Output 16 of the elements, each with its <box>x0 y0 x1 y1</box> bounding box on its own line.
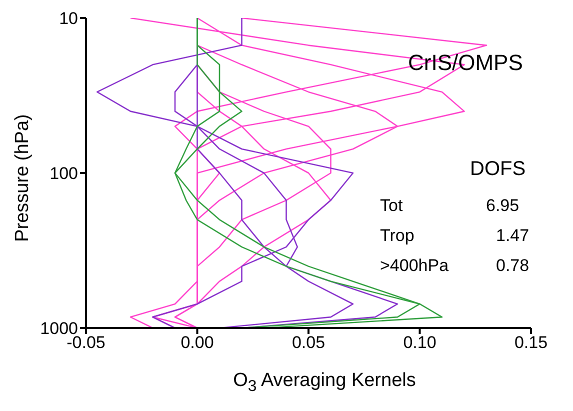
x-axis-title: O$_{3}$ Averaging Kernels <box>232 370 417 396</box>
x-tick-label: 0.05 <box>292 333 326 352</box>
annotation: >400hPa <box>380 256 449 276</box>
x-tick-label: 0.15 <box>514 333 548 352</box>
annotation: Tot <box>380 196 403 216</box>
y-tick-label: 10 <box>59 9 78 28</box>
x-tick-label: 0.00 <box>180 333 214 352</box>
x-tick-label: -0.05 <box>66 333 106 352</box>
annotation: Trop <box>380 226 414 246</box>
annotation: 0.78 <box>496 256 530 276</box>
x-tick-label: 0.10 <box>403 333 436 352</box>
annotation: 6.95 <box>486 196 520 216</box>
annotation: 1.47 <box>496 226 530 246</box>
annotation: DOFS <box>470 158 526 181</box>
y-axis-title: Pressure (hPa) <box>12 114 34 242</box>
y-tick-label: 100 <box>50 164 78 184</box>
